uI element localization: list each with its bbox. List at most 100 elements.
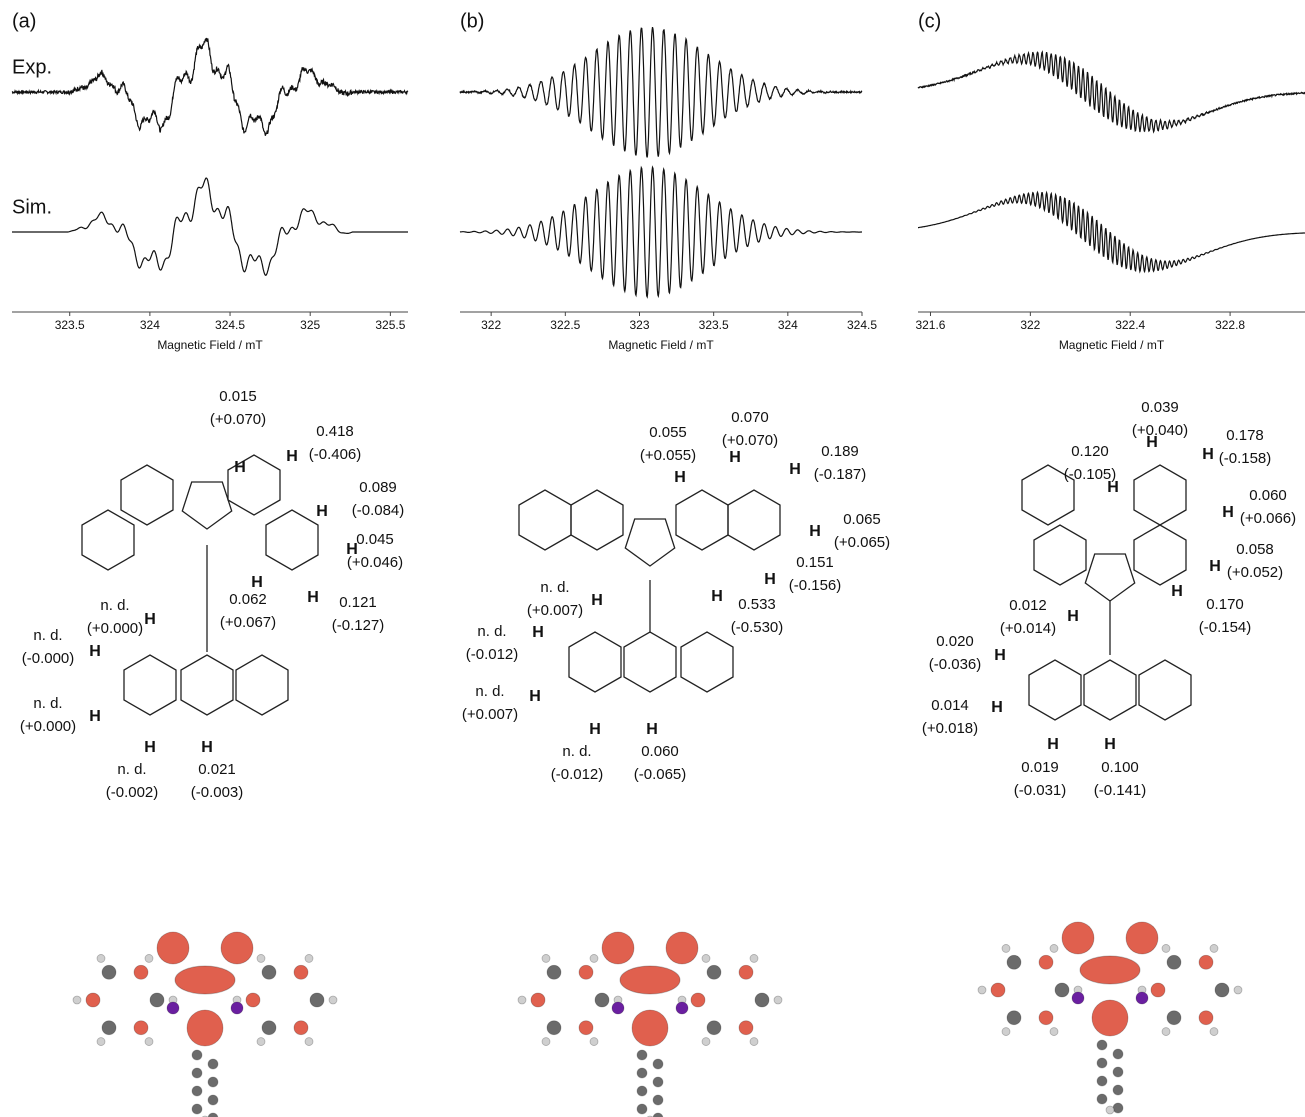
coupling-calc: (-0.002) xyxy=(106,784,159,801)
hydrogen: H xyxy=(591,592,603,609)
coupling-calc: (-0.156) xyxy=(789,577,842,594)
atom-ball xyxy=(739,1021,753,1035)
coupling-exp: n. d. xyxy=(475,683,504,700)
trace-label: Exp. xyxy=(12,56,52,78)
atom-ball xyxy=(187,1010,223,1046)
spectrum-trace xyxy=(460,27,862,157)
atom-ball xyxy=(547,965,561,979)
coupling-calc: (-0.187) xyxy=(814,466,867,483)
atom-ball xyxy=(310,993,324,1007)
atom-ball xyxy=(246,993,260,1007)
x-tick-label: 324 xyxy=(778,318,798,332)
coupling-exp: n. d. xyxy=(33,695,62,712)
atom-ball xyxy=(653,1059,663,1069)
hydrogen: H xyxy=(991,699,1003,716)
atom-ball xyxy=(145,1038,153,1046)
atom-ball xyxy=(1136,992,1148,1004)
ring xyxy=(625,519,674,566)
coupling-exp: 0.151 xyxy=(796,554,834,571)
trace-label: Sim. xyxy=(12,196,52,218)
hydrogen: H xyxy=(809,523,821,540)
atom-ball xyxy=(157,932,189,964)
atom-ball xyxy=(1162,944,1170,952)
x-tick-label: 322.5 xyxy=(550,318,580,332)
hydrogen: H xyxy=(307,589,319,606)
hydrogen: H xyxy=(89,708,101,725)
atom-ball xyxy=(1097,1076,1107,1086)
atom-ball xyxy=(1210,944,1218,952)
hydrogen: H xyxy=(646,721,658,738)
coupling-exp: 0.060 xyxy=(1249,487,1287,504)
hydrogen: H xyxy=(589,721,601,738)
coupling-calc: (+0.055) xyxy=(640,447,696,464)
x-axis-label: Magnetic Field / mT xyxy=(1059,338,1165,352)
coupling-calc: (+0.007) xyxy=(527,602,583,619)
atom-ball xyxy=(750,1038,758,1046)
ring xyxy=(624,632,676,692)
ring xyxy=(181,655,233,715)
ring xyxy=(1134,525,1186,585)
panel-label: (b) xyxy=(460,10,484,32)
coupling-exp: 0.120 xyxy=(1071,443,1109,460)
coupling-exp: 0.039 xyxy=(1141,399,1179,416)
coupling-calc: (-0.530) xyxy=(731,619,784,636)
atom-ball xyxy=(208,1113,218,1117)
atom-ball xyxy=(991,983,1005,997)
coupling-calc: (+0.067) xyxy=(220,614,276,631)
spin-lobe xyxy=(175,966,235,994)
x-tick-label: 321.6 xyxy=(915,318,945,332)
atom-ball xyxy=(542,1038,550,1046)
hydrogen: H xyxy=(729,449,741,466)
coupling-exp: 0.019 xyxy=(1021,759,1059,776)
panel-label: (c) xyxy=(918,10,941,32)
hydrogen: H xyxy=(89,643,101,660)
coupling-exp: 0.418 xyxy=(316,423,354,440)
atom-ball xyxy=(102,1021,116,1035)
atom-ball xyxy=(702,1038,710,1046)
atom-ball xyxy=(653,1113,663,1117)
x-tick-label: 324 xyxy=(140,318,160,332)
atom-ball xyxy=(774,996,782,1004)
atom-ball xyxy=(294,965,308,979)
coupling-exp: 0.015 xyxy=(219,388,257,405)
coupling-calc: (+0.066) xyxy=(1240,510,1296,527)
ring xyxy=(676,490,728,550)
coupling-calc: (-0.012) xyxy=(551,766,604,783)
atom-ball xyxy=(192,1086,202,1096)
hydrogen: H xyxy=(144,611,156,628)
spin-lobe xyxy=(1080,956,1140,984)
coupling-exp: 0.020 xyxy=(936,633,974,650)
coupling-calc: (-0.036) xyxy=(929,656,982,673)
atom-ball xyxy=(150,993,164,1007)
atom-ball xyxy=(531,993,545,1007)
ring xyxy=(569,632,621,692)
atom-ball xyxy=(97,954,105,962)
spectrum-trace xyxy=(918,192,1305,271)
coupling-exp: 0.045 xyxy=(356,531,394,548)
coupling-calc: (+0.018) xyxy=(922,720,978,737)
spectrum-trace xyxy=(12,38,408,136)
atom-ball xyxy=(1151,983,1165,997)
coupling-exp: 0.012 xyxy=(1009,597,1047,614)
atom-ball xyxy=(1113,1049,1123,1059)
coupling-calc: (+0.065) xyxy=(834,534,890,551)
coupling-exp: 0.021 xyxy=(198,761,236,778)
ring xyxy=(1029,660,1081,720)
atom-ball xyxy=(637,1086,647,1096)
atom-ball xyxy=(73,996,81,1004)
atom-ball xyxy=(739,965,753,979)
coupling-exp: n. d. xyxy=(100,597,129,614)
atom-ball xyxy=(1199,955,1213,969)
coupling-exp: 0.100 xyxy=(1101,759,1139,776)
atom-ball xyxy=(1113,1103,1123,1113)
coupling-calc: (+0.007) xyxy=(462,706,518,723)
coupling-calc: (+0.070) xyxy=(722,432,778,449)
atom-ball xyxy=(1097,1094,1107,1104)
atom-ball xyxy=(1234,986,1242,994)
ring xyxy=(121,465,173,525)
hydrogen: H xyxy=(286,448,298,465)
atom-ball xyxy=(595,993,609,1007)
coupling-calc: (-0.084) xyxy=(352,502,405,519)
hydrogen: H xyxy=(529,688,541,705)
hydrogen: H xyxy=(201,739,213,756)
